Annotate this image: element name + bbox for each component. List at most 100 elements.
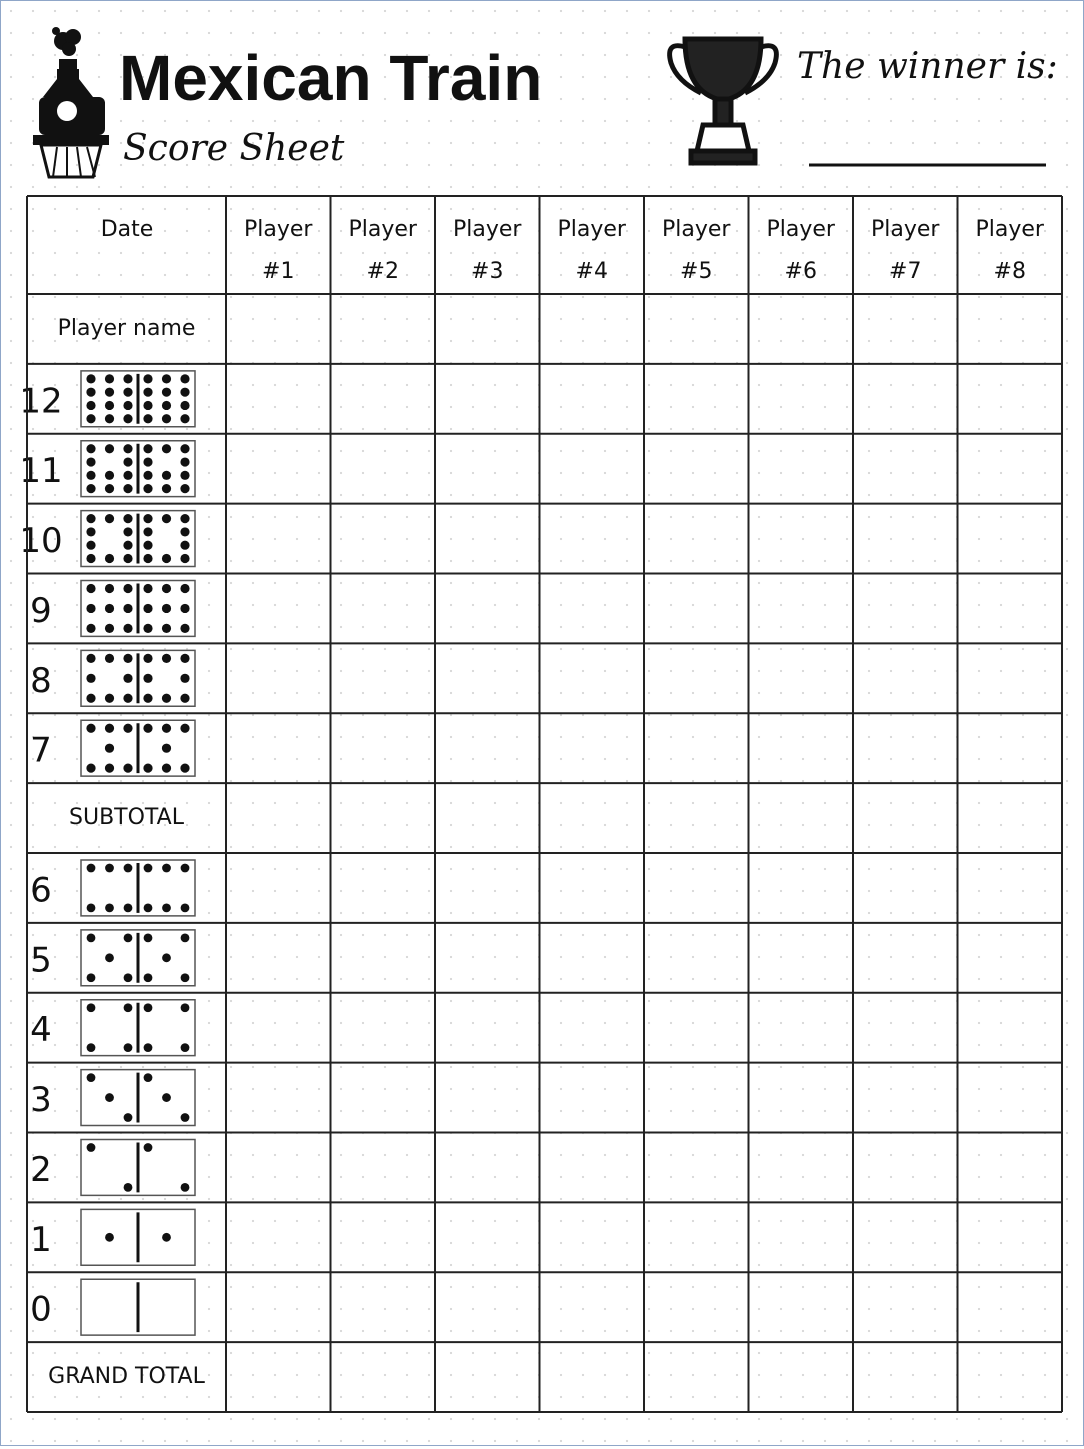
player-label: Player — [453, 217, 522, 242]
date-label: Date — [101, 217, 154, 242]
row-number: 5 — [30, 940, 52, 980]
pip — [104, 514, 115, 524]
pip — [123, 653, 133, 663]
pip — [143, 457, 153, 467]
pip — [180, 514, 190, 524]
pip — [105, 863, 114, 873]
row-label: SUBTOTAL — [69, 805, 185, 830]
pip — [123, 553, 133, 564]
player-number: #8 — [994, 259, 1026, 284]
player-number: #3 — [471, 259, 503, 284]
pip — [123, 1003, 133, 1013]
pip — [123, 484, 133, 494]
winner-label: The winner is: — [797, 46, 1058, 87]
row-number: 7 — [30, 731, 52, 771]
row-number: 2 — [30, 1150, 52, 1190]
pip — [105, 953, 114, 963]
pip — [161, 623, 172, 633]
pip — [143, 553, 153, 564]
pip — [143, 933, 153, 943]
pip — [143, 903, 153, 913]
pip — [86, 603, 96, 614]
pip — [86, 553, 96, 564]
pip — [180, 583, 190, 594]
pip — [180, 693, 190, 703]
pip — [105, 903, 114, 913]
pip — [104, 583, 115, 594]
pip — [123, 723, 133, 733]
pip — [86, 903, 96, 913]
pip — [86, 414, 96, 424]
pip — [86, 1003, 96, 1013]
pip — [86, 723, 96, 733]
pip — [86, 374, 96, 384]
row-number: 10 — [19, 521, 62, 561]
pip — [162, 953, 171, 963]
pip — [143, 863, 153, 873]
pip — [161, 653, 172, 663]
pip — [143, 693, 153, 703]
pip — [86, 583, 96, 594]
pip — [123, 763, 133, 773]
pip — [86, 387, 96, 397]
pip — [86, 470, 96, 480]
pip — [123, 1043, 133, 1053]
pip — [105, 1232, 114, 1242]
pip — [161, 743, 172, 753]
pip — [86, 623, 96, 633]
player-number: #1 — [262, 259, 294, 284]
pip — [105, 1093, 114, 1102]
pip — [143, 444, 153, 454]
pip — [104, 414, 115, 424]
player-number: #6 — [785, 259, 817, 284]
pip — [180, 673, 190, 683]
title: Mexican Train — [119, 42, 542, 114]
pip — [104, 653, 115, 663]
pip — [161, 603, 172, 614]
pip — [143, 400, 153, 411]
pip — [143, 484, 153, 494]
pip — [161, 763, 172, 773]
pip — [123, 693, 133, 703]
pip — [162, 903, 171, 913]
pip — [180, 444, 190, 454]
pip — [123, 514, 133, 524]
row-number: 4 — [30, 1010, 52, 1050]
pip — [104, 603, 115, 614]
pip — [180, 723, 190, 733]
player-label: Player — [244, 217, 313, 242]
pip — [180, 400, 190, 411]
pip — [143, 723, 153, 733]
pip — [180, 1182, 190, 1192]
pip — [123, 583, 133, 594]
pip — [86, 1073, 96, 1083]
pip — [86, 400, 96, 411]
pip — [161, 400, 172, 411]
pip — [104, 444, 115, 454]
pip — [161, 484, 172, 494]
player-label: Player — [871, 217, 940, 242]
pip — [143, 540, 153, 550]
pip — [143, 1003, 153, 1013]
pip — [123, 623, 133, 633]
pip — [123, 903, 133, 913]
pip — [143, 1043, 153, 1053]
pip — [86, 444, 96, 454]
pip — [86, 653, 96, 663]
row-number: 0 — [30, 1290, 52, 1330]
pip — [180, 623, 190, 633]
pip — [86, 1043, 96, 1053]
pip — [104, 723, 115, 733]
pip — [143, 1073, 153, 1083]
pip — [86, 540, 96, 550]
pip — [161, 444, 172, 454]
row-number: 12 — [19, 381, 62, 421]
pip — [161, 374, 172, 384]
pip — [143, 673, 153, 683]
pip — [143, 470, 153, 480]
pip — [104, 623, 115, 633]
pip — [104, 553, 115, 564]
pip — [123, 603, 133, 614]
pip — [86, 484, 96, 494]
